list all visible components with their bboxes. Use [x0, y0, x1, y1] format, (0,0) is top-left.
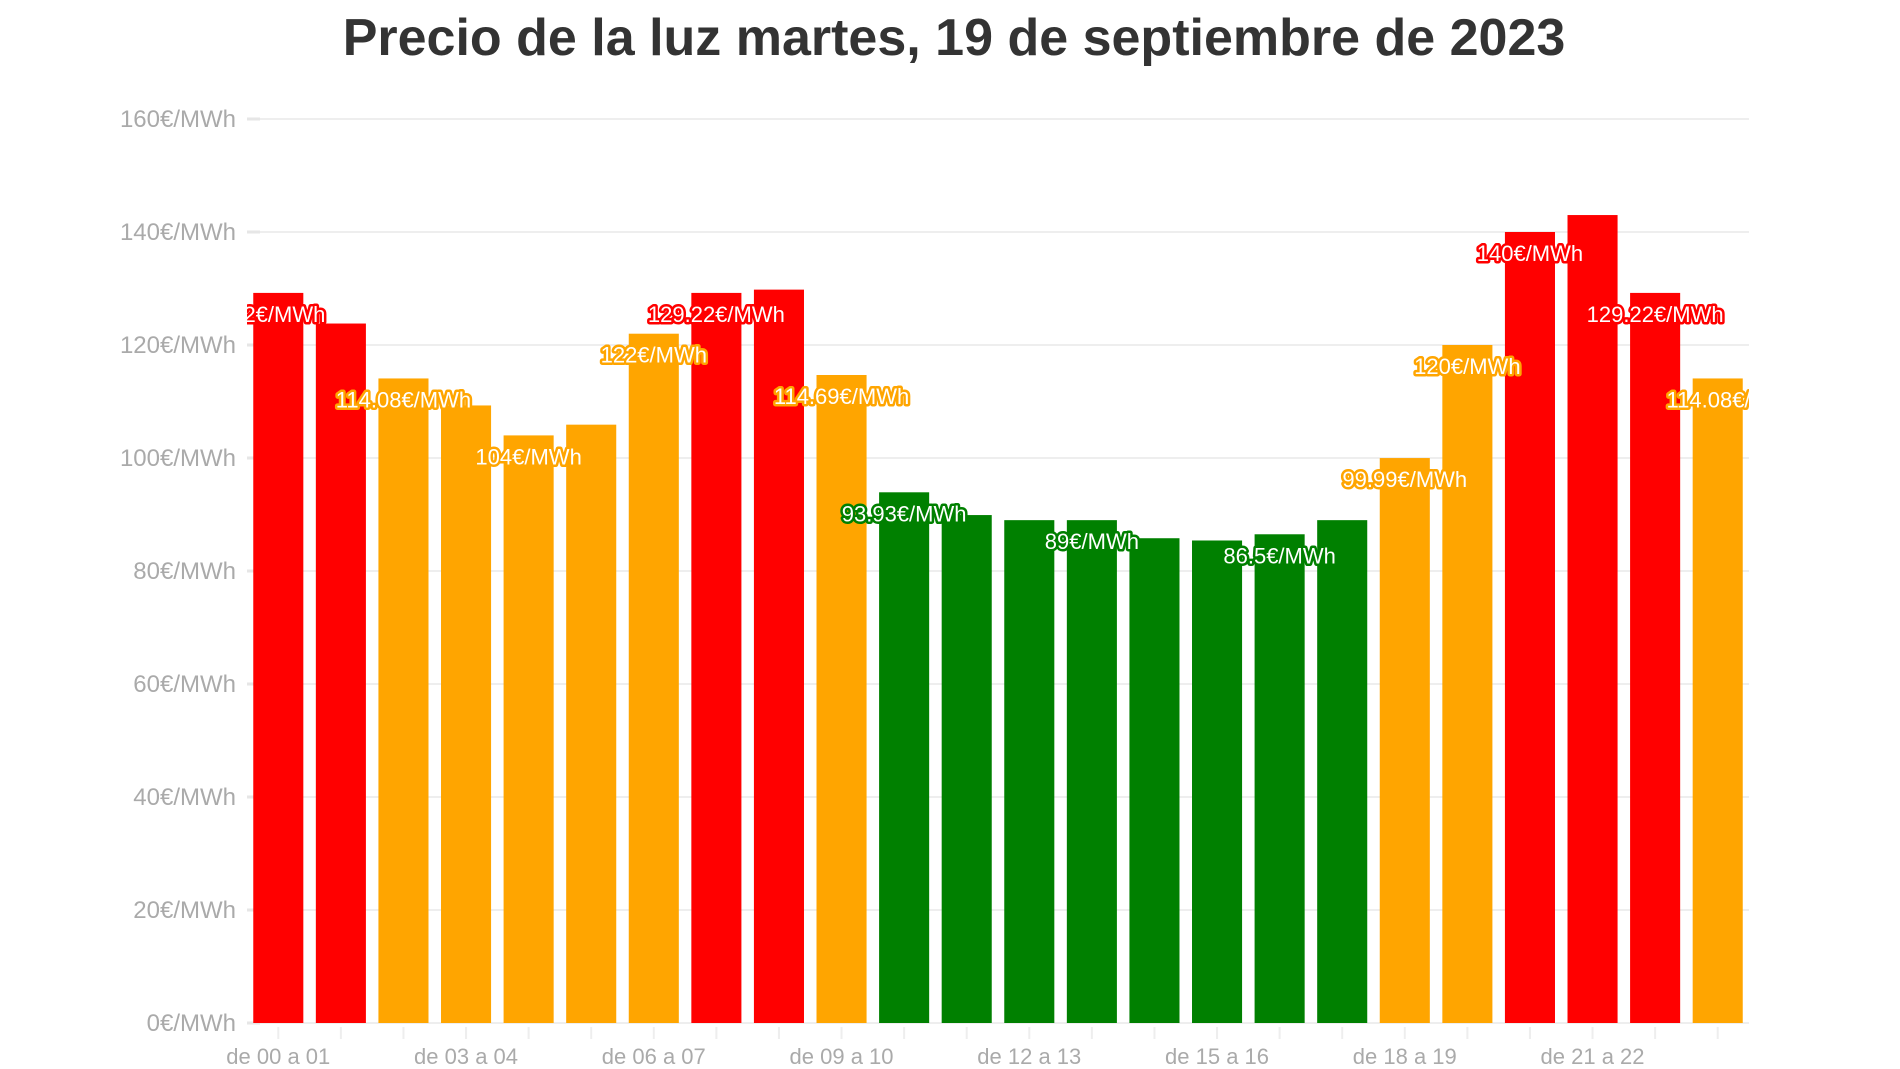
bar — [1004, 520, 1055, 1023]
y-tick-label: 40€/MWh — [133, 784, 236, 811]
data-label: 104€/MWh — [475, 444, 581, 469]
x-tick-label: de 00 a 01 — [226, 1044, 330, 1069]
bar — [1379, 458, 1430, 1023]
data-label: 114.08€/M — [1667, 387, 1769, 412]
x-tick-label: de 03 a 04 — [414, 1044, 518, 1069]
bar — [941, 515, 992, 1023]
y-tick-label: 80€/MWh — [133, 558, 236, 585]
bar — [378, 378, 429, 1023]
y-axis: 0€/MWh 20€/MWh 40€/MWh 60€/MWh 80€/MWh 100€/M… — [120, 106, 260, 1037]
y-tick-label: 120€/MWh — [120, 332, 236, 359]
data-label: 93.93€/MWh — [842, 501, 967, 526]
data-label: 114.08€/MWh — [336, 387, 471, 412]
bar — [503, 435, 554, 1023]
x-tick-label: de 18 a 19 — [1353, 1044, 1457, 1069]
x-tick-label: de 21 a 22 — [1541, 1044, 1645, 1069]
bar — [1317, 520, 1368, 1023]
data-label: 22€/MWh — [231, 302, 325, 327]
x-axis: de 00 a 01 de 03 a 04 de 06 a 07 de 09 a 10… — [226, 1027, 1719, 1069]
data-label: 86.5€/MWh — [1223, 543, 1336, 568]
bar — [691, 292, 742, 1024]
chart-title: Precio de la luz martes, 19 de septiembr… — [343, 9, 1566, 67]
data-label: 99.99€/MWh — [1342, 467, 1467, 492]
data-label: 129.22€/MWh — [648, 302, 785, 327]
bar — [1254, 534, 1305, 1023]
y-tick-label: 20€/MWh — [133, 897, 236, 924]
bar — [253, 292, 304, 1024]
bar — [816, 375, 867, 1024]
y-tick-label: 100€/MWh — [120, 445, 236, 472]
data-label: 89€/MWh — [1045, 529, 1139, 554]
bar — [1504, 232, 1555, 1023]
x-tick-label: de 15 a 16 — [1165, 1044, 1269, 1069]
bar — [1567, 215, 1618, 1024]
data-labels: 22€/MWh 114.08€/MWh 104€/MWh 122€/MWh 129.22… — [231, 239, 1769, 571]
data-label: 140€/MWh — [1477, 241, 1583, 266]
bar — [1442, 345, 1493, 1023]
data-label: 122€/MWh — [601, 343, 707, 368]
gridlines — [247, 118, 1749, 1024]
bar — [1630, 292, 1681, 1024]
data-label: 120€/MWh — [1414, 354, 1520, 379]
bar — [441, 405, 492, 1024]
bar — [1066, 520, 1117, 1023]
data-label: 129.22€/MWh — [1587, 302, 1724, 327]
x-tick-label: de 06 a 07 — [602, 1044, 706, 1069]
x-tick-label: de 09 a 10 — [790, 1044, 894, 1069]
bar — [628, 333, 679, 1023]
bars — [253, 215, 1743, 1024]
y-tick-label: 0€/MWh — [147, 1010, 236, 1037]
bar — [315, 323, 366, 1023]
bar — [753, 289, 804, 1023]
x-tick-label: de 12 a 13 — [977, 1044, 1081, 1069]
data-label: 114.69€/MWh — [774, 384, 909, 409]
bar — [879, 492, 930, 1023]
bar — [566, 424, 617, 1023]
y-tick-label: 140€/MWh — [120, 219, 236, 246]
y-tick-label: 60€/MWh — [133, 671, 236, 698]
bar — [1692, 378, 1743, 1023]
y-tick-label: 160€/MWh — [120, 106, 236, 133]
bar — [1192, 540, 1243, 1023]
bar — [1129, 538, 1180, 1023]
